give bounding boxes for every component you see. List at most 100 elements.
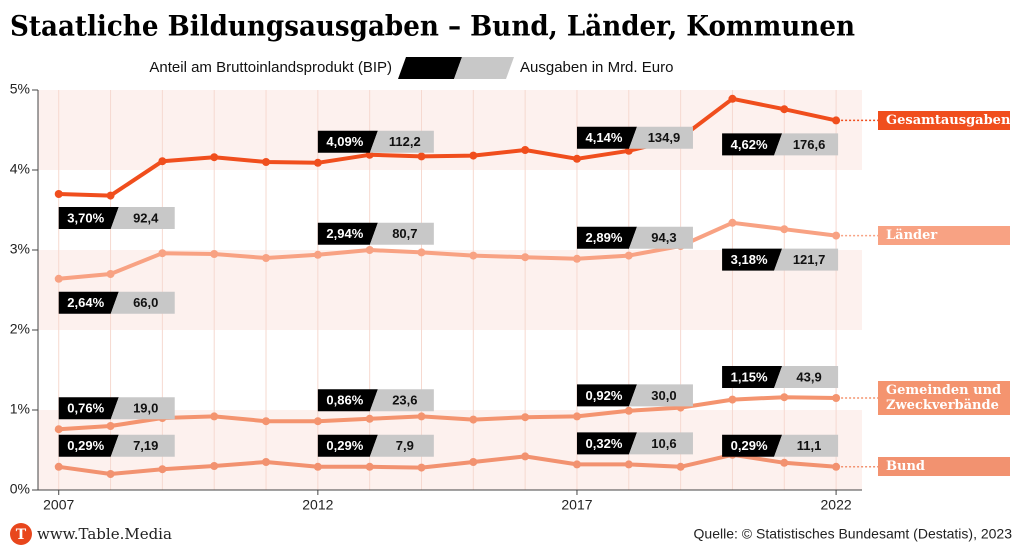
point (832, 116, 841, 125)
point (54, 190, 63, 198)
point (572, 154, 581, 163)
x-tick-label: 2007 (43, 497, 74, 513)
point (572, 460, 581, 469)
point (521, 146, 530, 154)
source: Quelle: © Statistisches Bundesamt (Desta… (694, 526, 1013, 542)
point (313, 462, 322, 471)
point (624, 406, 633, 415)
amount-label: 92,4 (133, 210, 159, 225)
point (572, 254, 581, 263)
point (469, 151, 478, 160)
series-line (58, 220, 837, 281)
share-box (317, 389, 378, 412)
y-tick-label: 1% (10, 401, 30, 417)
point (54, 425, 63, 434)
y-tick-label: 2% (10, 321, 30, 337)
amount-label: 66,0 (133, 295, 158, 310)
point (313, 158, 322, 167)
point (624, 251, 633, 260)
point (210, 462, 219, 470)
share-box (58, 207, 119, 229)
point (54, 274, 63, 283)
amount-box (774, 133, 839, 156)
share-label: 3,18% (731, 252, 768, 267)
share-box (722, 133, 783, 156)
legend-label: Ausgaben in Mrd. Euro (520, 59, 673, 76)
amount-box (110, 291, 175, 314)
point (262, 458, 271, 466)
legend-swatch (454, 57, 514, 79)
amount-label: 30,0 (651, 388, 676, 403)
amount-label: 80,7 (392, 226, 417, 241)
share-box (317, 434, 378, 457)
series-label: Länder (878, 226, 1010, 246)
amount-box (628, 432, 693, 455)
amount-label: 23,6 (392, 393, 417, 408)
annotation: 4,09% 112,2 (317, 130, 434, 153)
share-label: 4,14% (586, 130, 623, 145)
point (106, 191, 115, 200)
annotation: 4,14% 134,9 (576, 126, 693, 149)
amount-label: 7,19 (133, 438, 158, 453)
point (106, 470, 115, 478)
point (780, 105, 789, 114)
point (365, 462, 374, 471)
series-line (58, 452, 837, 476)
amount-box (628, 384, 693, 407)
point (780, 458, 789, 467)
amount-label: 19,0 (133, 401, 158, 416)
point (262, 254, 271, 262)
share-label: 0,86% (326, 393, 363, 408)
share-box (576, 384, 637, 407)
share-label: 0,29% (326, 438, 363, 453)
point (158, 157, 167, 166)
annotation: 0,86% 23,6 (317, 389, 434, 412)
y-tick-label: 3% (10, 241, 30, 257)
amount-label: 43,9 (796, 369, 821, 384)
point (521, 452, 530, 461)
annotation: 2,94% 80,7 (317, 222, 434, 245)
series-label: Gemeinden und Zweckverbände (878, 381, 1010, 415)
share-label: 2,89% (586, 230, 623, 245)
point (469, 251, 478, 260)
y-tick-label: 4% (10, 161, 30, 177)
x-tick-label: 2012 (302, 497, 333, 513)
point (365, 246, 374, 254)
point (54, 462, 63, 471)
amount-label: 94,3 (651, 230, 676, 245)
share-box (576, 432, 637, 455)
series-line (58, 96, 837, 198)
point (210, 153, 219, 162)
x-tick-label: 2017 (561, 497, 592, 513)
share-box (722, 248, 783, 271)
annotation: 0,32% 10,6 (576, 432, 693, 455)
share-box (317, 222, 378, 245)
point (572, 412, 581, 421)
logo (10, 523, 32, 545)
point (780, 393, 789, 402)
amount-label: 134,9 (648, 130, 681, 145)
site: www.Table.Media (37, 525, 172, 543)
share-box (722, 366, 783, 388)
amount-box (110, 207, 175, 229)
amount-box (628, 226, 693, 249)
share-box (576, 226, 637, 249)
amount-label: 121,7 (793, 252, 826, 267)
point (262, 417, 271, 426)
point (469, 458, 478, 466)
logo-letter: T (16, 527, 27, 543)
annotation: 3,70% 92,4 (58, 207, 175, 229)
share-label: 4,62% (731, 137, 768, 152)
point (832, 394, 841, 402)
point (365, 414, 374, 423)
amount-box (774, 434, 839, 457)
annotation: 0,29% 7,19 (58, 434, 175, 457)
amount-box (774, 366, 839, 388)
chart-title: Staatliche Bildungsausgaben – Bund, Länd… (10, 10, 855, 43)
amount-box (628, 126, 693, 149)
annotation: 2,64% 66,0 (58, 291, 175, 314)
amount-label: 10,6 (651, 436, 676, 451)
point (417, 248, 426, 257)
share-box (58, 291, 119, 314)
